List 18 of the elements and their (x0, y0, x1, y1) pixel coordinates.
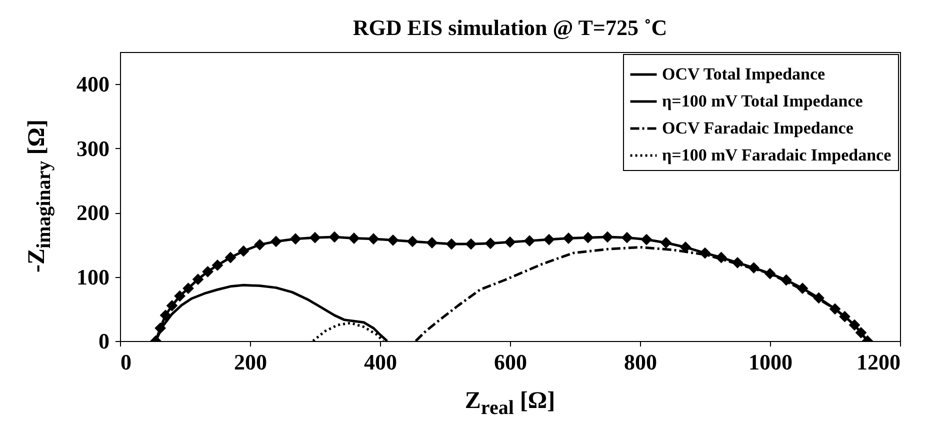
y-tick-label: 200 (76, 200, 110, 226)
x-axis-title: Z$_{real}$ [Ω] (464, 388, 556, 420)
x-tick-label: 1200 (856, 350, 900, 374)
y-tick-label: 0 (98, 328, 110, 354)
x-tick-label: 0 (120, 350, 132, 374)
chart-title: RGD EIS simulation @ T=725 ˚C (352, 15, 668, 40)
legend-label: OCV Faradaic Impedance (662, 118, 854, 138)
x-tick-label: 800 (624, 350, 657, 374)
y-tick-label: 400 (76, 72, 110, 97)
x-tick-label: 200 (234, 350, 267, 374)
legend-label: η=100 mV Total Impedance (662, 92, 864, 110)
x-tick-label: 600 (494, 350, 527, 374)
x-tick-label: 1000 (748, 350, 792, 374)
legend-label: OCV Total Impedance (662, 64, 826, 84)
x-tick-label: 400 (364, 350, 397, 374)
y-tick-label: 300 (76, 136, 110, 161)
legend-label: η=100 mV Faradaic Impedance (662, 146, 892, 164)
y-tick-label: 100 (76, 264, 110, 290)
